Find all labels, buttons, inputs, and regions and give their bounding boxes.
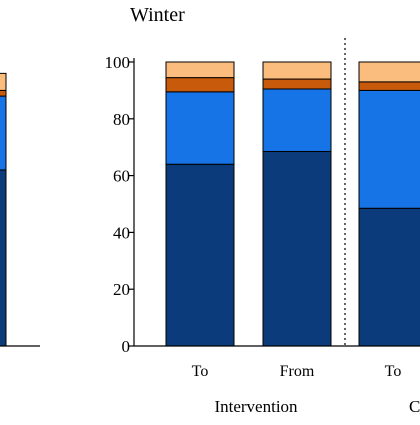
y-tick-label-100: 100 [105,53,131,72]
panel-title: Winter [130,4,185,26]
y-tick-label-60: 60 [113,167,130,186]
group-label-right-partial: C [409,397,420,416]
y-tick-label-40: 40 [113,223,130,242]
bar-3-segment-2 [358,81,420,91]
bar-2-segment-3 [262,61,332,80]
x-tick-label-1: To [192,363,209,380]
bar-0-segment-2 [0,89,7,97]
bar-2-segment-0 [262,150,332,347]
bar-0-segment-0 [0,169,7,347]
bar-3-segment-3 [358,61,420,83]
y-tick-label-80: 80 [113,110,130,129]
bar-0-segment-1 [0,95,7,171]
bar-1-segment-0 [165,163,235,347]
y-tick-label-0: 0 [122,337,131,356]
x-tick-label-2: From [280,363,315,380]
y-tick-label-20: 20 [113,280,130,299]
bar-3-segment-1 [358,89,420,209]
bar-1-segment-3 [165,61,235,79]
bar-2-segment-1 [262,88,332,152]
bar-1-segment-1 [165,91,235,165]
group-label-intervention: Intervention [214,397,298,416]
bar-2-segment-2 [262,78,332,90]
bar-0-segment-3 [0,72,7,91]
bar-1-segment-2 [165,77,235,93]
bar-3-segment-0 [358,207,420,347]
x-tick-label-3: To [385,363,402,380]
